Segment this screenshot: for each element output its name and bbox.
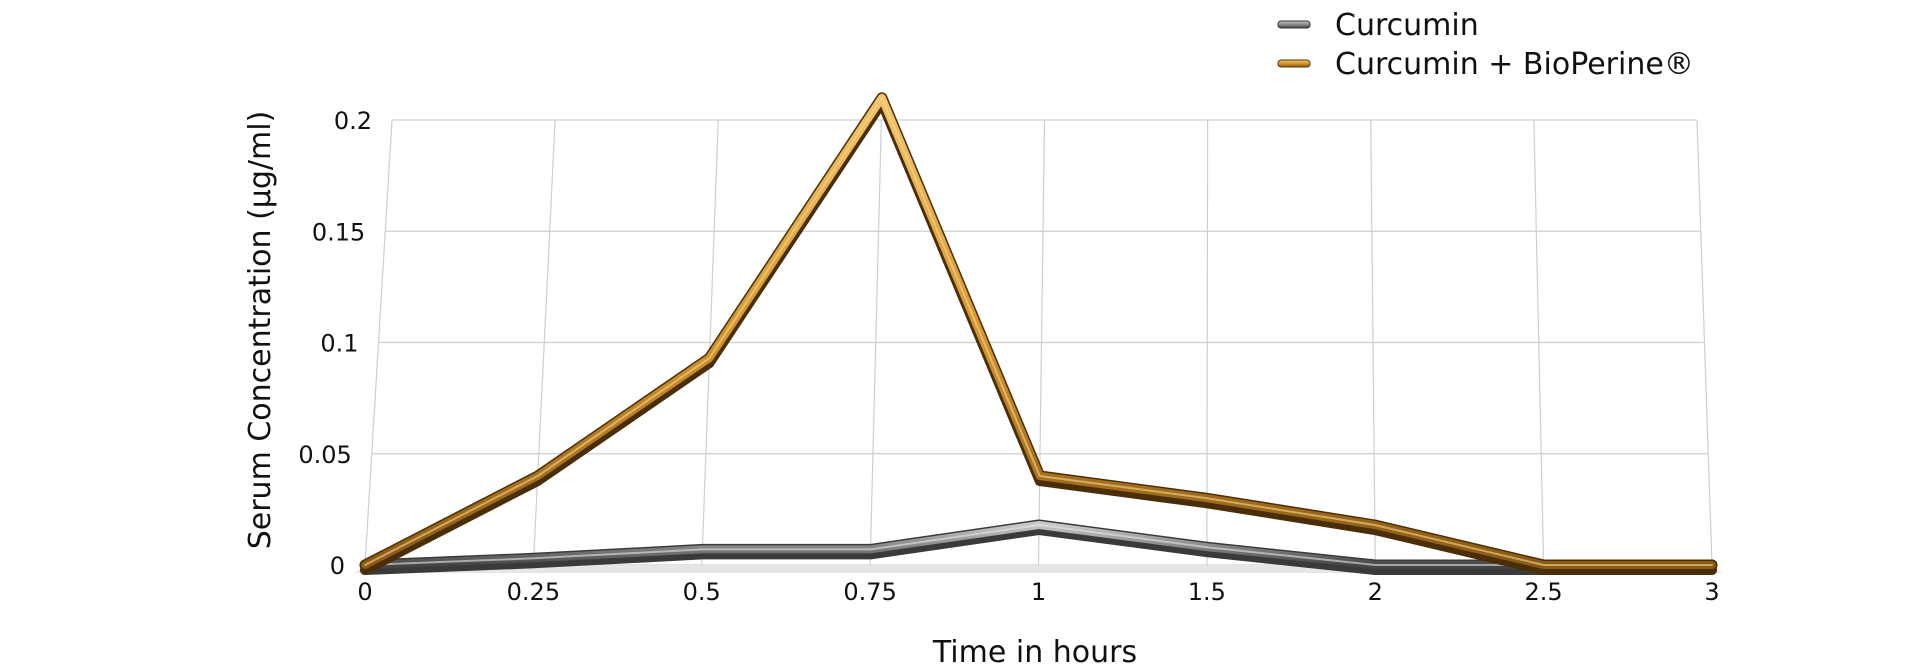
legend-item-curcumin-bioperine[interactable]: Curcumin + BioPerine® xyxy=(1277,47,1694,82)
y-tick-label: 0.2 xyxy=(334,107,372,135)
y-axis-title: Serum Concentration (µg/ml) xyxy=(243,111,278,550)
x-tick-label: 0.75 xyxy=(843,578,896,606)
x-tick-label: 3 xyxy=(1704,578,1719,606)
series-line-highlight xyxy=(364,524,1713,566)
legend-swatch-curcumin xyxy=(1277,20,1311,29)
series-line-curcumin-bioperine xyxy=(359,92,1718,575)
x-axis-title: Time in hours xyxy=(932,635,1137,670)
x-tick-label: 2.5 xyxy=(1525,578,1563,606)
series-line-curcumin xyxy=(359,519,1718,575)
x-axis-ticks: 0 0.25 0.5 0.75 1 1.5 2 2.5 3 xyxy=(357,578,1719,606)
grid-lines xyxy=(355,119,1722,573)
x-tick-label: 0.25 xyxy=(507,578,560,606)
legend-label-curcumin-bioperine: Curcumin + BioPerine® xyxy=(1335,47,1694,82)
series-line-outline xyxy=(359,92,1718,571)
series-line-body xyxy=(361,93,1716,569)
series-line-highlight xyxy=(364,96,1713,566)
legend-item-curcumin[interactable]: Curcumin xyxy=(1277,8,1479,43)
x-tick-label: 2 xyxy=(1368,578,1383,606)
legend-swatch-curcumin-bioperine xyxy=(1277,59,1311,68)
legend-label-curcumin: Curcumin xyxy=(1335,8,1479,43)
x-tick-label: 1.5 xyxy=(1188,578,1226,606)
y-axis-ticks: 0 0.05 0.1 0.15 0.2 xyxy=(298,107,372,580)
series-line-shadow xyxy=(360,97,1717,575)
y-tick-label: 0.05 xyxy=(298,441,351,469)
x-tick-label: 1 xyxy=(1031,578,1046,606)
x-tick-label: 0 xyxy=(357,578,372,606)
y-tick-label: 0 xyxy=(330,552,345,580)
series-lines xyxy=(359,92,1718,575)
y-tick-label: 0.15 xyxy=(312,218,365,246)
y-tick-label: 0.1 xyxy=(320,330,358,358)
x-tick-label: 0.5 xyxy=(683,578,721,606)
legend: Curcumin Curcumin + BioPerine® xyxy=(1277,8,1694,82)
